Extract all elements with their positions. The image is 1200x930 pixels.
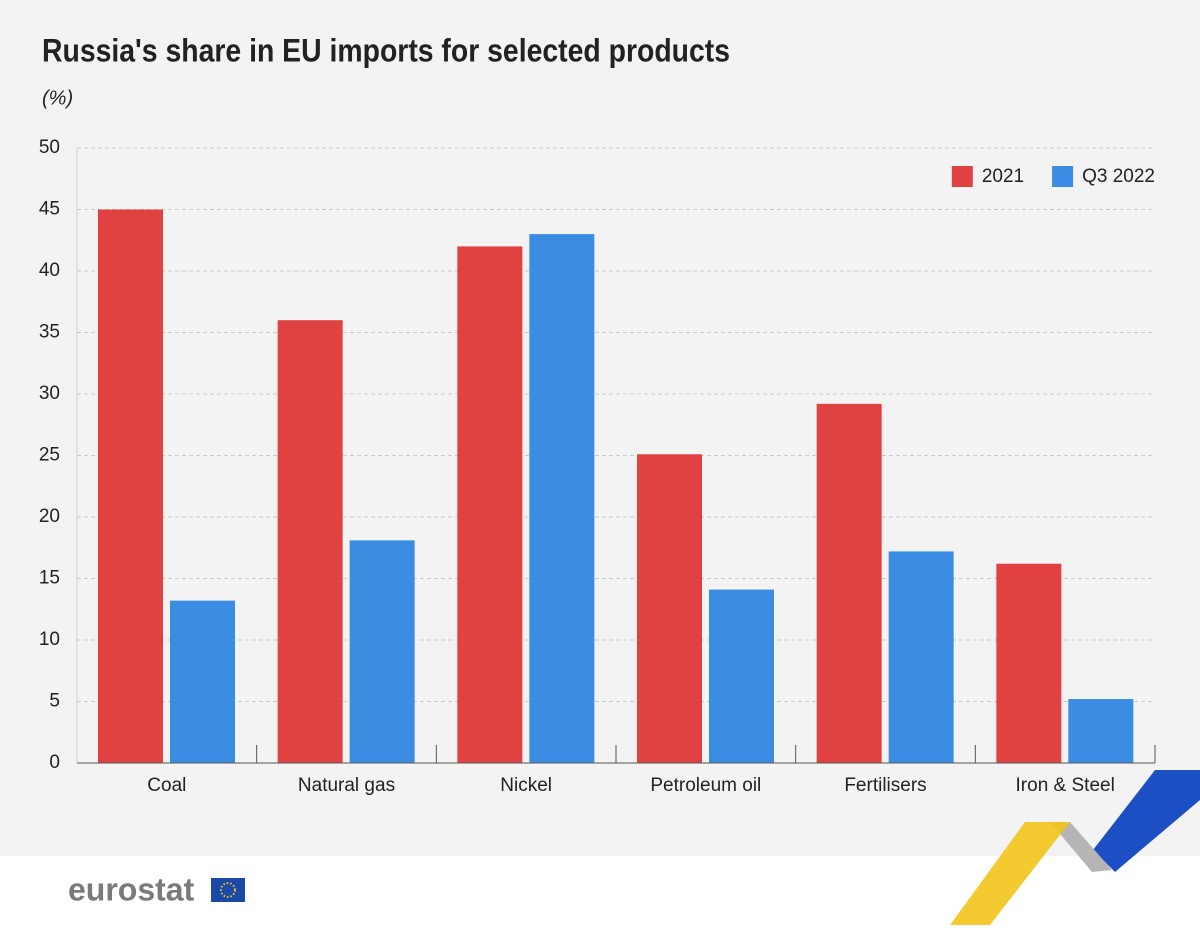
chart-subtitle: (%): [42, 87, 73, 109]
bar: [996, 563, 1062, 763]
bar: [457, 246, 523, 763]
bar: [637, 454, 702, 763]
bar: [709, 589, 774, 763]
y-tick-label: 10: [39, 629, 60, 650]
legend-swatch: [1052, 166, 1074, 187]
x-tick-label: Coal: [147, 775, 186, 796]
logo-text: eurostat: [68, 871, 195, 907]
legend-label: 2021: [982, 166, 1024, 187]
x-tick-label: Iron & Steel: [1016, 775, 1115, 796]
legend-label: Q3 2022: [1082, 166, 1155, 187]
bar: [1068, 699, 1134, 763]
decor-blue: [1093, 770, 1200, 872]
y-tick-label: 5: [49, 691, 60, 712]
bar: [98, 209, 163, 763]
x-tick-label: Fertilisers: [844, 775, 926, 796]
legend-swatch: [951, 166, 973, 187]
bar: [349, 540, 415, 763]
bar: [816, 403, 882, 763]
y-tick-label: 25: [39, 445, 60, 466]
bar: [170, 600, 235, 763]
y-tick-label: 15: [39, 568, 60, 589]
x-tick-label: Petroleum oil: [650, 775, 761, 796]
eu-stars: [220, 882, 236, 898]
y-tick-label: 45: [39, 199, 60, 220]
decor-gray: [1050, 822, 1112, 872]
bar: [277, 320, 343, 763]
bar: [529, 234, 595, 764]
y-tick-label: 35: [39, 322, 60, 343]
y-tick-label: 50: [39, 137, 60, 158]
bar: [888, 551, 954, 763]
x-tick-label: Natural gas: [298, 775, 395, 796]
y-tick-label: 0: [49, 752, 60, 773]
y-tick-label: 20: [39, 506, 60, 527]
chart-title: Russia's share in EU imports for selecte…: [42, 32, 730, 68]
eu-flag: [211, 878, 245, 902]
decor-yellow: [950, 822, 1070, 925]
x-tick-label: Nickel: [500, 775, 552, 796]
y-tick-label: 40: [39, 260, 60, 281]
y-tick-label: 30: [39, 383, 60, 404]
